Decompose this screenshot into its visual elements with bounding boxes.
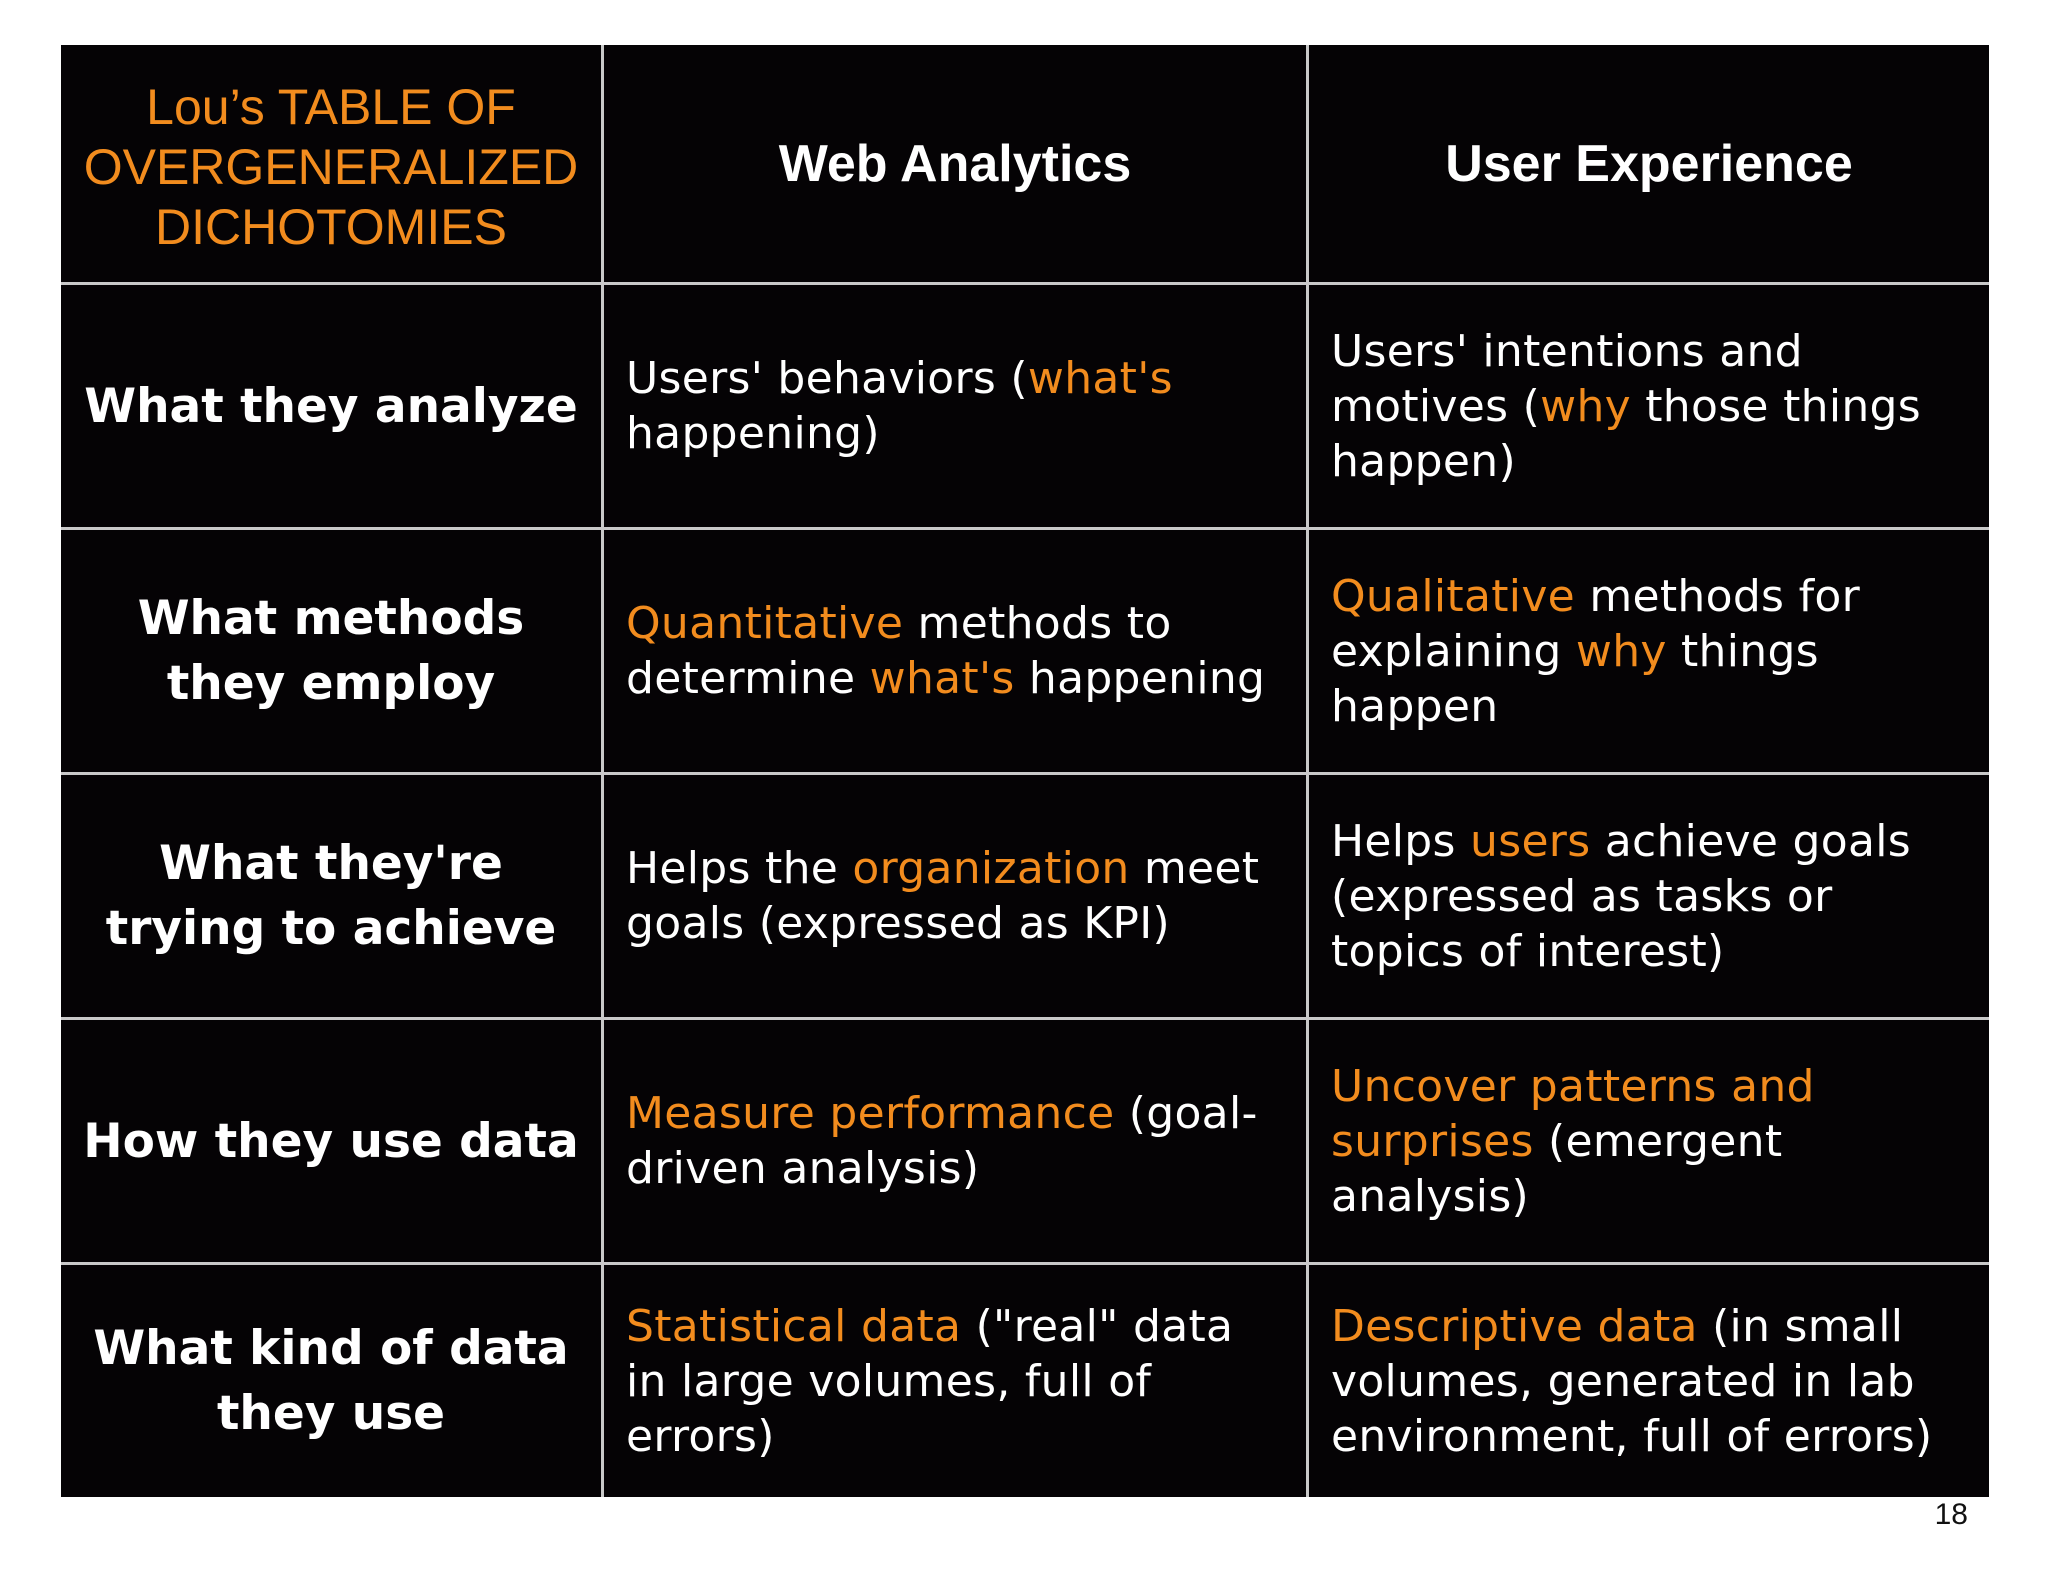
cell-text-segment: Users' intentions and motives ( xyxy=(1331,325,1803,432)
highlighted-text: Statistical data xyxy=(626,1300,962,1352)
cell-text-segment: Helps xyxy=(1331,815,1471,867)
column-header-web-analytics: Web Analytics xyxy=(604,45,1309,285)
highlighted-text: Qualitative xyxy=(1331,570,1576,622)
highlighted-text: what's xyxy=(869,653,1015,704)
highlighted-text: Uncover patterns and surprises xyxy=(1331,1060,1815,1167)
cell-text-segment: Users' behaviors ( xyxy=(626,353,1028,404)
highlighted-text: why xyxy=(1575,625,1667,677)
table-cell-user-experience-what-methods-they-employ: Qualitative methods for explaining why t… xyxy=(1309,530,1989,775)
table-cell-web-analytics-what-they-re-trying-to-achieve: Helps the organization meet goals (expre… xyxy=(604,775,1309,1020)
dichotomies-table: Lou’s TABLE OF OVERGENERALIZED DICHOTOMI… xyxy=(61,45,1989,1497)
cell-text-segment: Helps the xyxy=(626,843,853,894)
cell-text-segment: achieve goals (expressed as tasks or top… xyxy=(1331,815,1912,977)
highlighted-text: Quantitative xyxy=(626,598,904,649)
table-cell-web-analytics-what-they-analyze: Users' behaviors (what's happening) xyxy=(604,285,1309,530)
row-header-what-methods-they-employ: What methods they employ xyxy=(61,530,604,775)
cell-text: Helps users achieve goals (expressed as … xyxy=(1331,814,1967,979)
cell-text: Users' intentions and motives (why those… xyxy=(1331,324,1967,489)
row-header-how-they-use-data: How they use data xyxy=(61,1020,604,1265)
cell-text-segment: (in small volumes, generated in lab envi… xyxy=(1331,1300,1933,1462)
cell-text: Users' behaviors (what's happening) xyxy=(626,351,1284,461)
cell-text-segment: things happen xyxy=(1331,625,1819,732)
highlighted-text: users xyxy=(1470,815,1591,867)
row-header-what-they-re-trying-to-achieve: What they're trying to achieve xyxy=(61,775,604,1020)
highlighted-text: organization xyxy=(852,843,1130,894)
cell-text-segment: those things happen) xyxy=(1331,380,1921,487)
cell-text-segment: happening xyxy=(1014,653,1266,704)
cell-text: Measure performance (goal-driven analysi… xyxy=(626,1086,1284,1196)
cell-text: Descriptive data (in small volumes, gene… xyxy=(1331,1299,1967,1464)
table-cell-web-analytics-what-kind-of-data-they-use: Statistical data ("real" data in large v… xyxy=(604,1265,1309,1497)
table-cell-web-analytics-how-they-use-data: Measure performance (goal-driven analysi… xyxy=(604,1020,1309,1265)
cell-text: Qualitative methods for explaining why t… xyxy=(1331,569,1967,734)
column-header-user-experience: User Experience xyxy=(1309,45,1989,285)
row-header-what-they-analyze: What they analyze xyxy=(61,285,604,530)
page-number: 18 xyxy=(1934,1498,1968,1531)
cell-text-segment: methods for explaining xyxy=(1331,570,1860,677)
table-cell-user-experience-what-kind-of-data-they-use: Descriptive data (in small volumes, gene… xyxy=(1309,1265,1989,1497)
highlighted-text: what's xyxy=(1027,353,1173,404)
table-cell-user-experience-what-they-analyze: Users' intentions and motives (why those… xyxy=(1309,285,1989,530)
cell-text: Quantitative methods to determine what's… xyxy=(626,596,1284,706)
cell-text-segment: (emergent analysis) xyxy=(1331,1115,1783,1222)
cell-text-segment: ("real" data in large volumes, full of e… xyxy=(626,1300,1234,1462)
table-cell-web-analytics-what-methods-they-employ: Quantitative methods to determine what's… xyxy=(604,530,1309,775)
cell-text-segment: happening) xyxy=(626,408,880,459)
highlighted-text: Descriptive data xyxy=(1331,1300,1698,1352)
table-cell-user-experience-how-they-use-data: Uncover patterns and surprises (emergent… xyxy=(1309,1020,1989,1265)
row-header-what-kind-of-data-they-use: What kind of data they use xyxy=(61,1265,604,1497)
highlighted-text: Measure performance xyxy=(626,1088,1115,1139)
cell-text: Helps the organization meet goals (expre… xyxy=(626,841,1284,951)
table-corner-title: Lou’s TABLE OF OVERGENERALIZED DICHOTOMI… xyxy=(61,45,604,285)
cell-text-segment: (goal-driven analysis) xyxy=(626,1088,1258,1194)
table-cell-user-experience-what-they-re-trying-to-achieve: Helps users achieve goals (expressed as … xyxy=(1309,775,1989,1020)
cell-text-segment: meet goals (expressed as KPI) xyxy=(626,843,1260,949)
cell-text: Uncover patterns and surprises (emergent… xyxy=(1331,1059,1967,1224)
cell-text: Statistical data ("real" data in large v… xyxy=(626,1299,1284,1464)
cell-text-segment: methods to determine xyxy=(626,598,1172,704)
highlighted-text: why xyxy=(1540,380,1631,432)
